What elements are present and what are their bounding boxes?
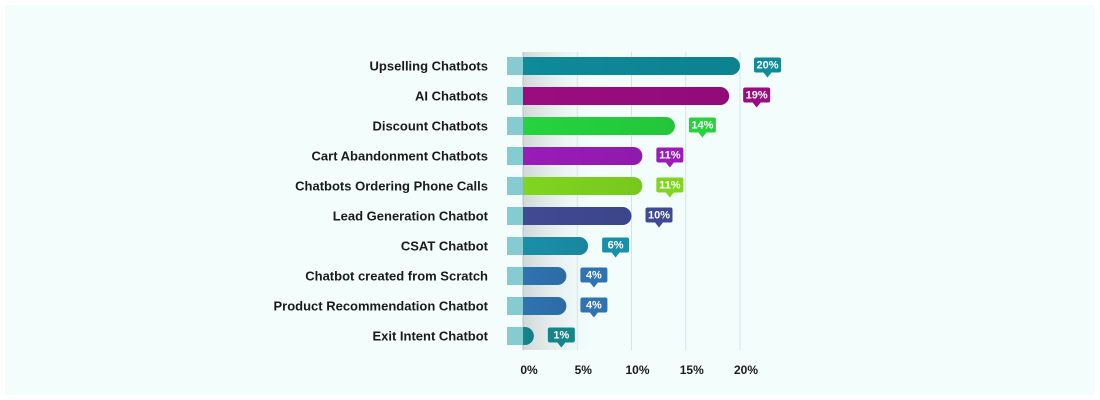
category-label: Cart Abandonment Chatbots bbox=[312, 149, 488, 164]
data-label-pointer bbox=[698, 132, 707, 138]
bar-shade bbox=[523, 177, 643, 195]
category-label: Exit Intent Chatbot bbox=[372, 329, 488, 344]
data-label: 20% bbox=[756, 60, 778, 72]
bar-shade bbox=[523, 87, 730, 105]
x-tick-label: 15% bbox=[680, 363, 704, 377]
data-label-pointer bbox=[589, 282, 598, 288]
category-label: AI Chatbots bbox=[415, 89, 488, 104]
bar-shade bbox=[523, 57, 740, 75]
category-label: Product Recommendation Chatbot bbox=[273, 299, 488, 314]
data-label-badge bbox=[754, 57, 781, 73]
bar-stub bbox=[507, 117, 523, 135]
bar-stub bbox=[507, 267, 523, 285]
data-label: 4% bbox=[586, 270, 602, 282]
bar-shade bbox=[523, 207, 632, 225]
bar-stub bbox=[507, 177, 523, 195]
bar-stub bbox=[507, 237, 523, 255]
data-label: 1% bbox=[553, 330, 569, 342]
bar-shade bbox=[523, 117, 675, 135]
category-label: Upselling Chatbots bbox=[370, 59, 488, 74]
data-label: 14% bbox=[691, 120, 713, 132]
data-label: 4% bbox=[586, 300, 602, 312]
data-label-badge bbox=[656, 177, 684, 193]
bar-shade bbox=[523, 297, 567, 315]
data-label-badge bbox=[743, 87, 771, 103]
category-label: Chatbot created from Scratch bbox=[305, 269, 488, 284]
bar-shade bbox=[523, 237, 589, 255]
category-label: Chatbots Ordering Phone Calls bbox=[295, 179, 488, 194]
bar-stub bbox=[507, 57, 523, 75]
data-label-pointer bbox=[655, 222, 663, 228]
bar-shade bbox=[523, 327, 534, 345]
data-label-pointer bbox=[752, 102, 761, 108]
category-labels: Upselling Chatbots AI Chatbots Discount Ch… bbox=[273, 59, 488, 344]
x-axis-ticks: 0% 5% 10% 15% 20% bbox=[520, 363, 758, 377]
data-label-pointer bbox=[665, 162, 674, 168]
bars bbox=[523, 57, 740, 345]
bar-stub bbox=[507, 87, 523, 105]
data-label: 11% bbox=[659, 150, 681, 162]
bar-stub bbox=[507, 207, 523, 225]
bar-stub bbox=[507, 327, 523, 345]
bar-shade bbox=[523, 147, 643, 165]
x-tick-label: 20% bbox=[734, 363, 758, 377]
data-label: 10% bbox=[648, 210, 670, 222]
data-label: 19% bbox=[746, 90, 768, 102]
data-label-pointer bbox=[589, 312, 598, 318]
category-label: Discount Chatbots bbox=[372, 119, 488, 134]
data-label-badge bbox=[580, 267, 608, 283]
x-tick-label: 5% bbox=[575, 363, 593, 377]
data-label-badge bbox=[547, 327, 575, 343]
x-tick-label: 10% bbox=[625, 363, 649, 377]
bar-stub bbox=[507, 297, 523, 315]
data-label-badge bbox=[645, 207, 673, 223]
data-label: 6% bbox=[608, 240, 624, 252]
data-label: 11% bbox=[659, 180, 681, 192]
bar-stubs bbox=[507, 57, 523, 345]
bar-stub bbox=[507, 147, 523, 165]
data-label-pointer bbox=[611, 252, 620, 258]
data-label-pointer bbox=[665, 192, 674, 198]
data-label-badge bbox=[656, 147, 684, 163]
data-labels: 20% 19% 14% 11% 11% 10% 6% 4% 4% 1% bbox=[547, 57, 781, 348]
category-label: Lead Generation Chatbot bbox=[333, 209, 489, 224]
data-label-pointer bbox=[557, 342, 566, 348]
data-label-badge bbox=[688, 117, 716, 133]
bar-shade bbox=[523, 267, 567, 285]
data-label-badge bbox=[580, 297, 608, 313]
data-label-pointer bbox=[763, 72, 772, 78]
category-label: CSAT Chatbot bbox=[401, 239, 489, 254]
x-tick-label: 0% bbox=[520, 363, 538, 377]
data-label-badge bbox=[602, 237, 630, 253]
